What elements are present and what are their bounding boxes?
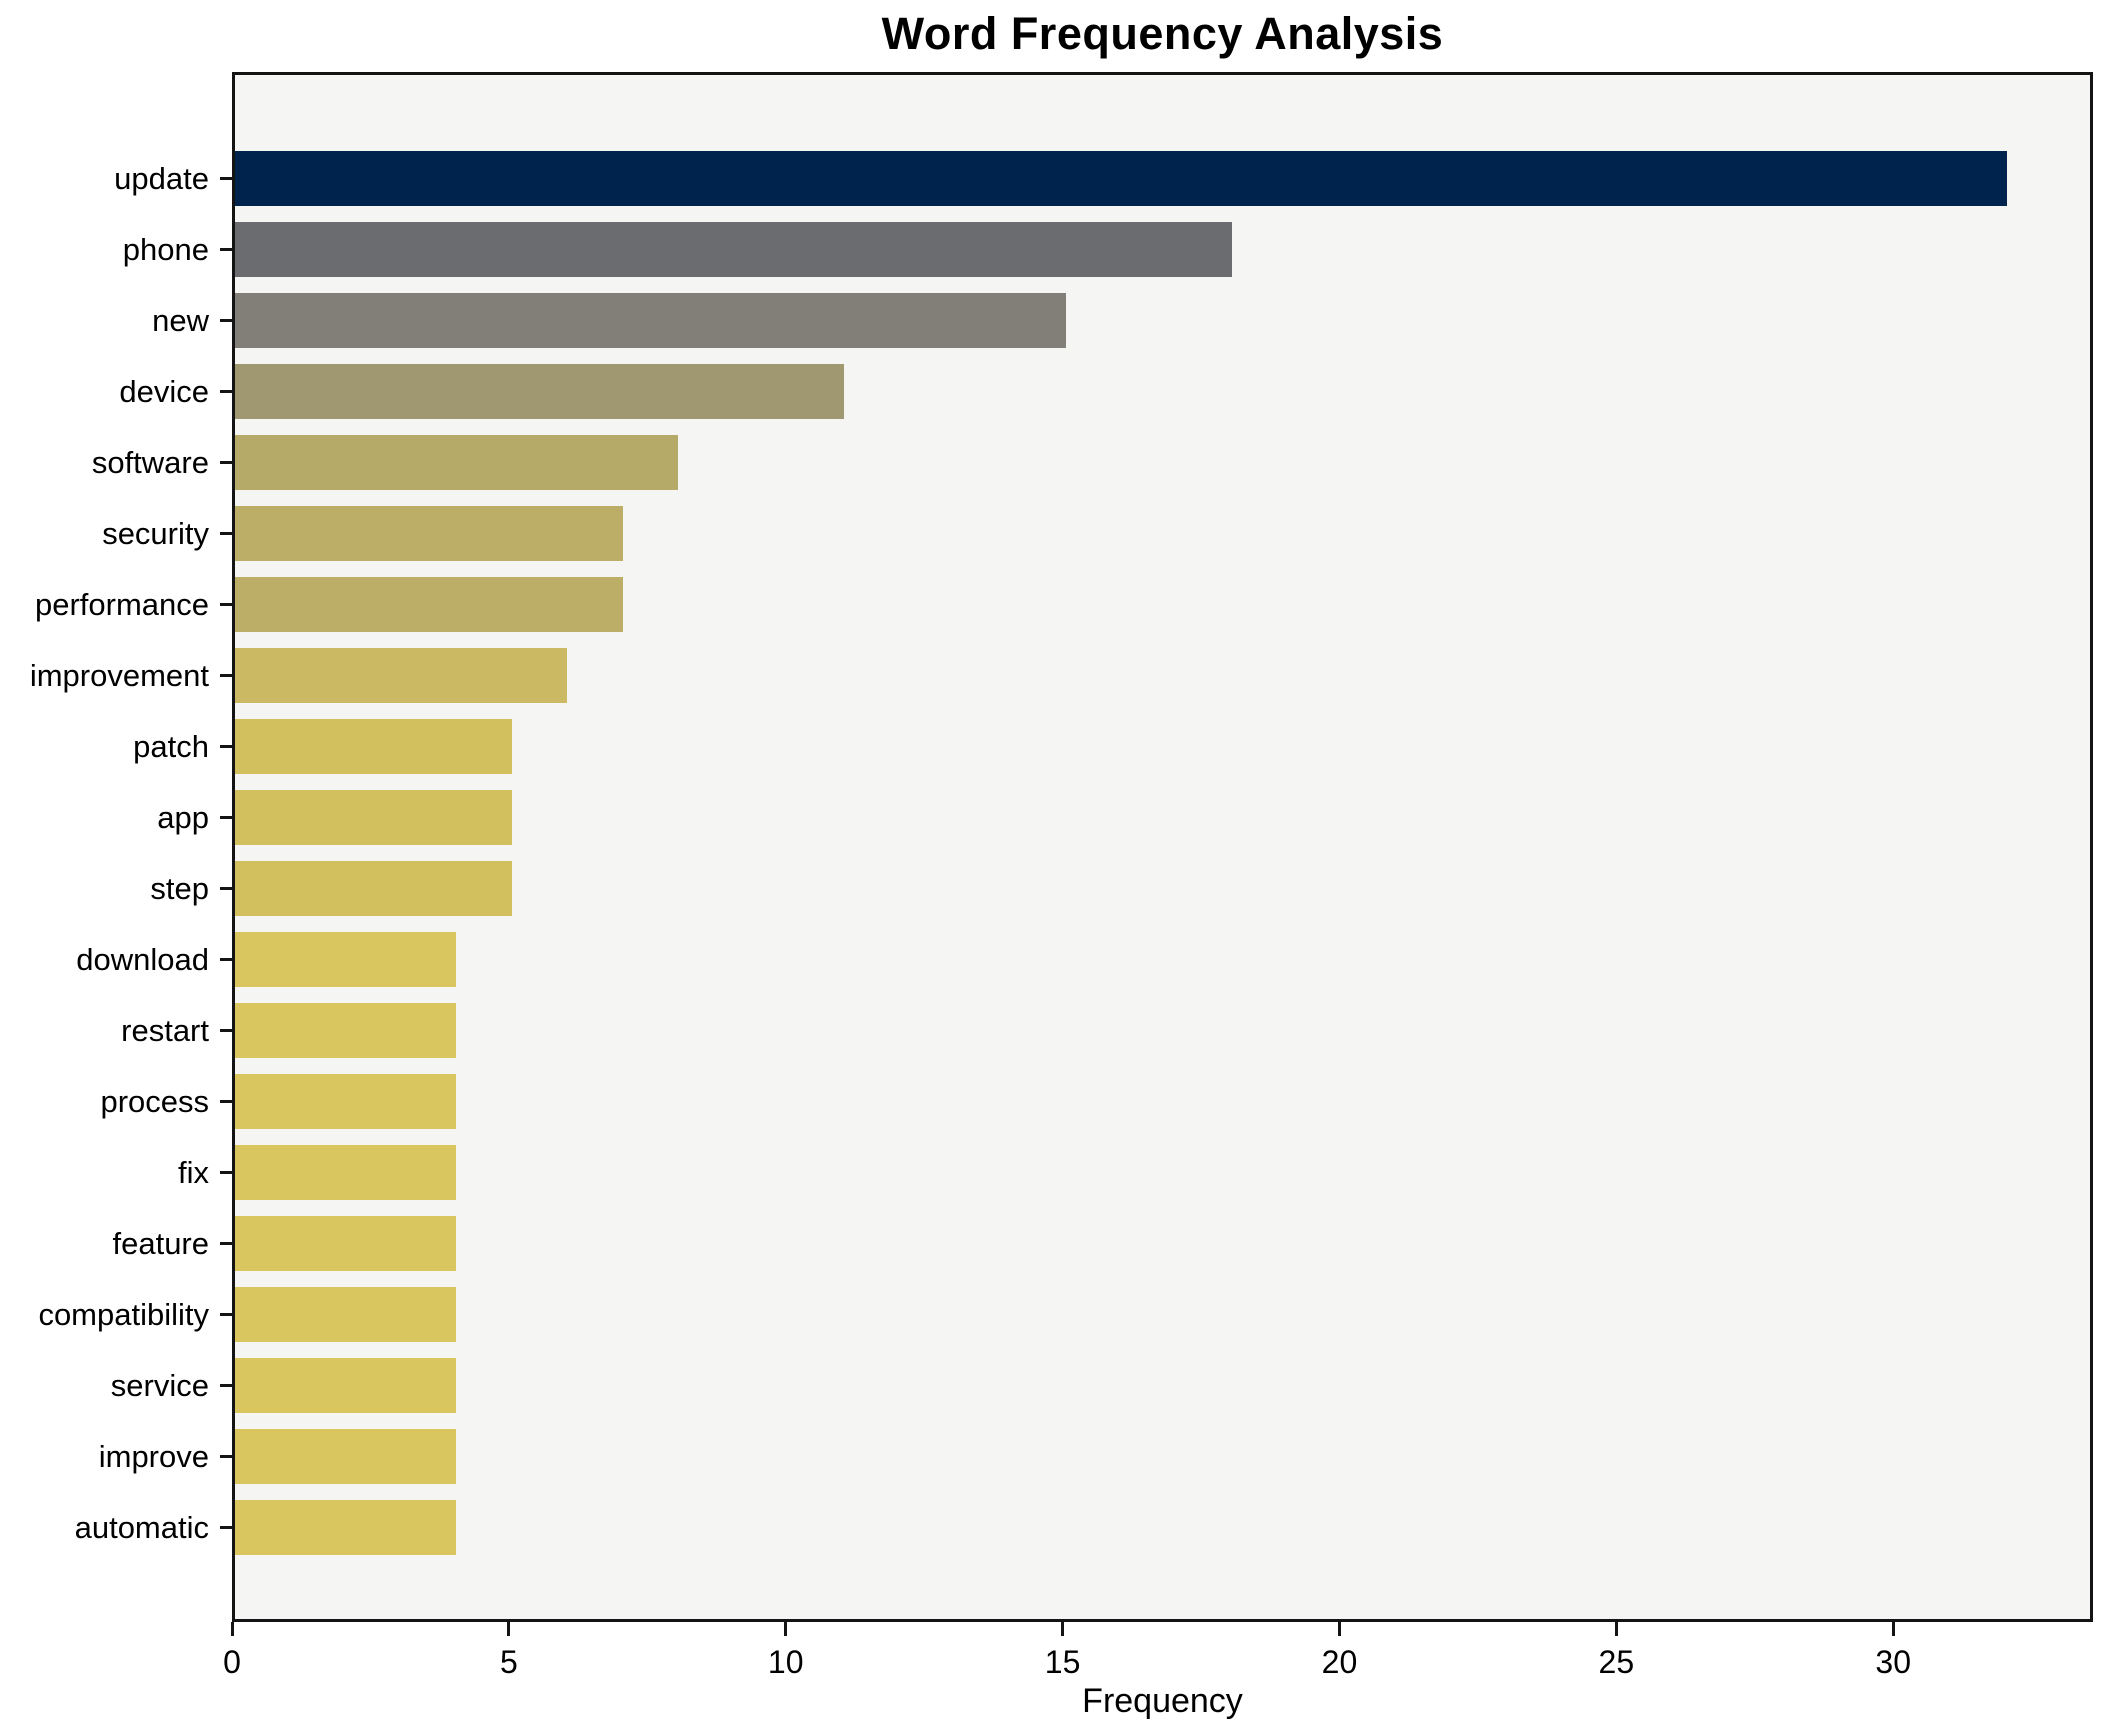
bar-row: app — [157, 782, 2090, 853]
y-tick-mark — [220, 177, 232, 180]
x-tick-label: 15 — [1044, 1644, 1081, 1680]
bar-row: improvement — [30, 640, 2090, 711]
bar-row: software — [92, 427, 2090, 498]
bar — [235, 1074, 457, 1129]
y-tick-label: new — [152, 303, 209, 338]
y-tick-label: improve — [98, 1439, 209, 1474]
bar — [235, 364, 845, 419]
x-tick-mark — [230, 1622, 234, 1636]
bar — [235, 577, 623, 632]
y-tick-label: download — [76, 942, 209, 977]
bar — [235, 1216, 457, 1271]
y-tick-mark — [220, 461, 232, 464]
bar — [235, 1003, 457, 1058]
bar — [235, 861, 512, 916]
bar-row: performance — [35, 569, 2090, 640]
y-tick-mark — [220, 532, 232, 535]
bar — [235, 648, 568, 703]
y-tick-label: automatic — [74, 1510, 209, 1545]
bar — [235, 222, 1232, 277]
y-tick-mark — [220, 1526, 232, 1529]
bar — [235, 435, 678, 490]
x-axis-title: Frequency — [1082, 1682, 1243, 1720]
x-tick-label: 5 — [499, 1644, 518, 1680]
bar — [235, 932, 457, 987]
x-tick-label: 30 — [1875, 1644, 1911, 1680]
bar — [235, 1287, 457, 1342]
x-tick-mark — [1614, 1622, 1618, 1636]
y-tick-mark — [220, 887, 232, 890]
bar-row: compatibility — [38, 1279, 2090, 1350]
bar — [235, 790, 512, 845]
bar-row: download — [76, 924, 2090, 995]
bar-row: improve — [99, 1421, 2090, 1492]
bar-row: step — [150, 853, 2090, 924]
x-tick-mark — [507, 1622, 511, 1636]
bar — [235, 293, 1066, 348]
bar-row: device — [119, 356, 2090, 427]
y-tick-mark — [220, 319, 232, 322]
plot-area: update phone new device software security perf… — [30, 72, 2093, 1622]
bar-row: service — [111, 1350, 2090, 1421]
y-tick-label: fix — [178, 1155, 209, 1190]
bar-row: new — [152, 285, 2090, 356]
bar — [235, 1358, 457, 1413]
y-tick-mark — [220, 248, 232, 251]
bar-row: phone — [123, 214, 2090, 285]
y-tick-mark — [220, 603, 232, 606]
y-tick-mark — [220, 745, 232, 748]
y-tick-label: security — [102, 516, 209, 551]
bar — [235, 1429, 457, 1484]
y-tick-mark — [220, 1313, 232, 1316]
y-tick-label: app — [157, 800, 209, 835]
bar — [235, 151, 2007, 206]
bars-container: update phone new device software security perf… — [30, 75, 2090, 1619]
x-tick-label: 25 — [1598, 1644, 1635, 1680]
y-tick-mark — [220, 816, 232, 819]
x-tick-label: 10 — [767, 1644, 804, 1680]
bar-row: update — [114, 143, 2090, 214]
y-tick-mark — [220, 958, 232, 961]
bar — [235, 719, 512, 774]
bar — [235, 1500, 457, 1555]
bar-row: automatic — [75, 1492, 2090, 1563]
chart-title: Word Frequency Analysis — [881, 8, 1444, 59]
y-tick-mark — [220, 1100, 232, 1103]
y-tick-label: phone — [122, 232, 209, 267]
y-tick-label: step — [150, 871, 209, 906]
x-tick-mark — [1337, 1622, 1341, 1636]
bar-row: fix — [178, 1137, 2090, 1208]
y-tick-label: software — [91, 445, 209, 480]
y-tick-mark — [220, 1455, 232, 1458]
y-tick-mark — [220, 1384, 232, 1387]
x-tick-label: 20 — [1321, 1644, 1358, 1680]
bar-row: patch — [133, 711, 2090, 782]
x-tick-mark — [1891, 1622, 1895, 1636]
y-tick-mark — [220, 1029, 232, 1032]
y-tick-label: patch — [133, 729, 209, 764]
y-tick-label: device — [119, 374, 209, 409]
y-tick-mark — [220, 1242, 232, 1245]
bar-row: restart — [121, 995, 2090, 1066]
bar-row: feature — [112, 1208, 2090, 1279]
y-tick-label: improvement — [29, 658, 209, 693]
y-tick-mark — [220, 1171, 232, 1174]
y-tick-label: service — [110, 1368, 209, 1403]
x-tick-mark — [1061, 1622, 1065, 1636]
bar — [235, 506, 623, 561]
y-tick-mark — [220, 390, 232, 393]
y-tick-label: restart — [121, 1013, 209, 1048]
y-tick-label: process — [100, 1084, 209, 1119]
bar-row: security — [102, 498, 2090, 569]
x-tick-mark — [784, 1622, 788, 1636]
y-tick-mark — [220, 674, 232, 677]
bar-row: process — [100, 1066, 2090, 1137]
y-tick-label: compatibility — [38, 1297, 209, 1332]
bar — [235, 1145, 457, 1200]
y-tick-label: performance — [34, 587, 209, 622]
y-tick-label: feature — [112, 1226, 209, 1261]
y-tick-label: update — [114, 161, 209, 196]
x-tick-label: 0 — [223, 1644, 241, 1680]
